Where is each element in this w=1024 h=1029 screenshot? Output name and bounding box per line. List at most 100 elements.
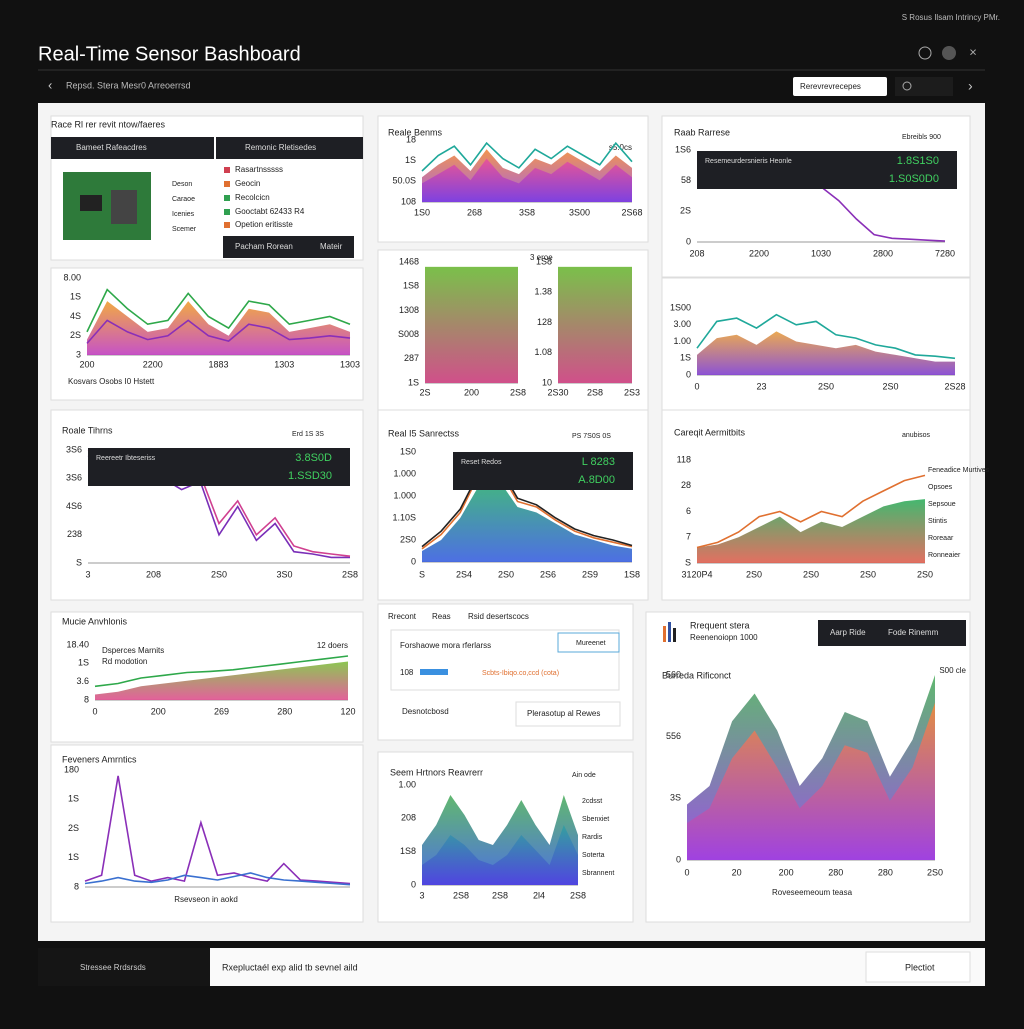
item: Opetion eritisste [235,220,293,229]
x-tick-label: 1S0 [414,207,430,217]
x-tick-label: 2S0 [803,569,819,579]
x-tick-label: 208 [146,569,161,579]
field-box [390,629,620,691]
footer-text: Rxepluctaél exp alid tb sevnel aild [222,962,358,972]
label: Icenies [172,211,195,218]
note: Dsperces Marnits [102,646,164,655]
pcb [63,172,151,240]
x-tick-label: 1883 [208,359,228,369]
x-tick-label: 200 [79,359,94,369]
y-tick-label: 8 [74,881,79,891]
x-tick-label: 3S8 [519,207,535,217]
button[interactable] [223,236,354,258]
close[interactable]: × [969,44,977,59]
y-tick-label: 0 [411,556,416,566]
dot [224,181,230,187]
x-tick-label: 269 [214,706,229,716]
dropdown[interactable] [793,77,887,96]
y-tick-label: 1S [68,852,79,862]
x-tick-label: 2S30 [547,387,568,397]
icon[interactable] [918,46,932,60]
icon [668,622,671,642]
info-label: Resemeurdersnieris Heonle [705,158,792,165]
panel [661,277,971,411]
y-tick-label: S [685,557,691,567]
chip [80,195,102,211]
icon-label: PS 7S0S 0S [572,433,611,440]
x-tick-label: 2S0 [860,569,876,579]
y-tick-label: 1.10S [392,512,416,522]
note: 3 eroe [530,253,553,262]
panel [661,115,971,278]
tab[interactable] [216,137,363,159]
area [687,702,935,860]
button[interactable] [515,701,621,727]
note: Rd modotion [102,657,147,666]
y-tick-label: 18 [406,134,416,144]
panel-title: Reale Benms [388,127,443,137]
button-label: Fode Rinemm [888,628,939,637]
x-tick-label: 200 [779,867,794,877]
info-value: 3.8S0D [295,452,332,464]
area [422,479,632,562]
y-tick-label: 3S [670,793,681,803]
legend-entry: Feneadice Murtives [928,467,990,474]
label: Caraoe [172,196,195,203]
y-tick-label: 1S8 [536,256,552,266]
x-tick-label: 2S9 [582,569,598,579]
note: S00 cle [939,666,966,675]
tab[interactable]: Rsid desertscocs [468,612,529,621]
tab[interactable] [51,137,214,159]
y-tick-label: 560 [666,669,681,679]
area [95,661,348,700]
info-box [88,448,350,486]
x-tick-label: S [419,569,425,579]
y-tick-label: 3S6 [66,444,82,454]
x-tick-label: 3 [85,569,90,579]
search-icon [902,81,912,91]
panel-title: Real I5 Sanrectss [388,428,460,438]
label: Scemer [172,226,197,233]
button[interactable] [557,632,620,653]
heading: Burreda Rificonct [662,670,732,680]
tab[interactable]: Rrecont [388,612,417,621]
y-tick-label: 1.00 [398,779,416,789]
dot [224,209,230,215]
x-tick-label: 0 [684,867,689,877]
y-tick-label: 1S [78,658,89,668]
x-tick-label: 280 [828,867,843,877]
y-tick-label: 108 [401,196,416,206]
button-label: Aarp Ride [830,628,866,637]
y-tick-label: 6 [686,506,691,516]
icon-label: anubisos [902,432,931,439]
button[interactable] [865,951,971,983]
panel-title: Raab Rarrese [674,127,730,137]
dot [224,167,230,173]
line [84,775,351,885]
panel [50,744,364,923]
back[interactable]: ‹ [48,77,52,92]
x-tick-label: 120 [340,706,355,716]
panel-title: Rrequent stera [690,620,750,630]
title: Real-Time Sensor Bashboard [38,43,301,65]
next[interactable]: › [968,78,973,94]
info-box [453,452,633,490]
y-tick-label: 1.38 [534,287,552,297]
button-group[interactable] [818,620,966,646]
button-label: Mureenet [576,640,606,647]
button-label: Plectiot [905,962,935,972]
legend-entry: Sbenxiet [582,816,609,823]
x-tick-label: 2200 [749,248,769,258]
footer: Desnotcbosd [402,707,449,716]
breadcrumb: Repsd. Stera Mesr0 Arreoerrsd [66,80,191,90]
y-tick-label: 10 [542,377,552,387]
icon[interactable] [942,46,956,60]
signal [420,669,448,675]
legend-entry: Roreaar [928,535,954,542]
panel [50,409,364,601]
link[interactable]: Scbts-Ibiqo.co,ccd (cota) [482,670,559,677]
search[interactable] [895,77,953,96]
tab[interactable]: Reas [432,612,451,621]
y-tick-label: 556 [666,731,681,741]
